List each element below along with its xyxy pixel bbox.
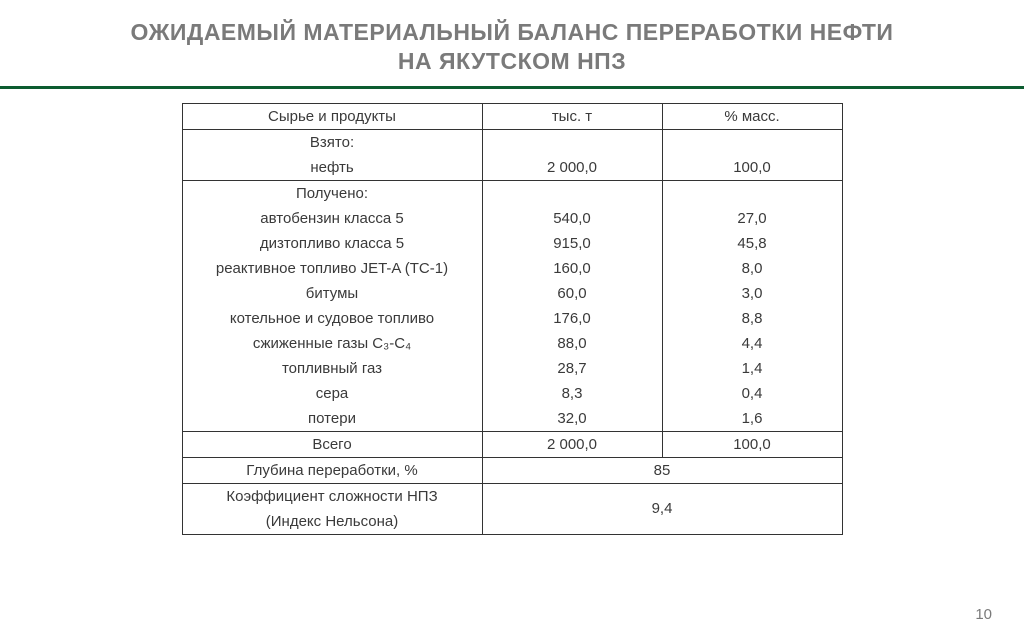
cell-name: реактивное топливо JET-A (ТС-1) — [182, 256, 482, 281]
nelson-label-2: (Индекс Нельсона) — [182, 509, 482, 535]
total-row: Всего 2 000,0 100,0 — [182, 431, 842, 457]
cell-tons: 32,0 — [482, 406, 662, 432]
input-section-label: Взято: — [182, 129, 482, 155]
cell-tons: 60,0 — [482, 281, 662, 306]
cell-tons: 160,0 — [482, 256, 662, 281]
depth-label: Глубина переработки, % — [182, 457, 482, 483]
output-row-3: битумы 60,0 3,0 — [182, 281, 842, 306]
nelson-value: 9,4 — [482, 483, 842, 534]
cell-tons: 8,3 — [482, 381, 662, 406]
output-section-label: Получено: — [182, 180, 482, 206]
title-line-1: ОЖИДАЕМЫЙ МАТЕРИАЛЬНЫЙ БАЛАНС ПЕРЕРАБОТК… — [131, 19, 894, 45]
cell-name: дизтопливо класса 5 — [182, 231, 482, 256]
output-row-4: котельное и судовое топливо 176,0 8,8 — [182, 306, 842, 331]
total-tons: 2 000,0 — [482, 431, 662, 457]
cell-tons: 88,0 — [482, 331, 662, 356]
cell-mass: 8,0 — [662, 256, 842, 281]
cell-mass: 1,6 — [662, 406, 842, 432]
output-row-0: автобензин класса 5 540,0 27,0 — [182, 206, 842, 231]
total-label: Всего — [182, 431, 482, 457]
material-balance-table: Сырье и продукты тыс. т % масс. Взято: н… — [182, 103, 843, 535]
output-row-2: реактивное топливо JET-A (ТС-1) 160,0 8,… — [182, 256, 842, 281]
cell-name: котельное и судовое топливо — [182, 306, 482, 331]
total-mass: 100,0 — [662, 431, 842, 457]
output-row-8: потери 32,0 1,6 — [182, 406, 842, 432]
cell-name: автобензин класса 5 — [182, 206, 482, 231]
col-header-products: Сырье и продукты — [182, 103, 482, 129]
output-section-label-row: Получено: — [182, 180, 842, 206]
page-number: 10 — [975, 606, 992, 623]
col-header-mass: % масс. — [662, 103, 842, 129]
output-row-1: дизтопливо класса 5 915,0 45,8 — [182, 231, 842, 256]
output-row-5: сжиженные газы C₃-C₄ 88,0 4,4 — [182, 331, 842, 356]
cell-mass: 0,4 — [662, 381, 842, 406]
cell-tons: 540,0 — [482, 206, 662, 231]
input-row-oil: нефть 2 000,0 100,0 — [182, 155, 842, 181]
depth-row: Глубина переработки, % 85 — [182, 457, 842, 483]
output-row-6: топливный газ 28,7 1,4 — [182, 356, 842, 381]
cell-name: потери — [182, 406, 482, 432]
depth-value: 85 — [482, 457, 842, 483]
slide-title: ОЖИДАЕМЫЙ МАТЕРИАЛЬНЫЙ БАЛАНС ПЕРЕРАБОТК… — [0, 0, 1024, 82]
cell-name: топливный газ — [182, 356, 482, 381]
nelson-label-1: Коэффициент сложности НПЗ — [182, 483, 482, 509]
cell-mass: 4,4 — [662, 331, 842, 356]
cell-name: битумы — [182, 281, 482, 306]
cell-mass: 8,8 — [662, 306, 842, 331]
output-row-7: сера 8,3 0,4 — [182, 381, 842, 406]
title-underline — [0, 86, 1024, 89]
cell-tons: 915,0 — [482, 231, 662, 256]
cell-tons: 28,7 — [482, 356, 662, 381]
cell-mass: 3,0 — [662, 281, 842, 306]
title-line-2: НА ЯКУТСКОМ НПЗ — [398, 48, 626, 74]
input-section-label-row: Взято: — [182, 129, 842, 155]
nelson-row-1: Коэффициент сложности НПЗ 9,4 — [182, 483, 842, 509]
cell-mass: 27,0 — [662, 206, 842, 231]
cell-name: сжиженные газы C₃-C₄ — [182, 331, 482, 356]
col-header-tons: тыс. т — [482, 103, 662, 129]
table-header-row: Сырье и продукты тыс. т % масс. — [182, 103, 842, 129]
input-name: нефть — [182, 155, 482, 181]
cell-mass: 1,4 — [662, 356, 842, 381]
cell-name: сера — [182, 381, 482, 406]
cell-tons: 176,0 — [482, 306, 662, 331]
input-tons: 2 000,0 — [482, 155, 662, 181]
cell-mass: 45,8 — [662, 231, 842, 256]
input-mass: 100,0 — [662, 155, 842, 181]
